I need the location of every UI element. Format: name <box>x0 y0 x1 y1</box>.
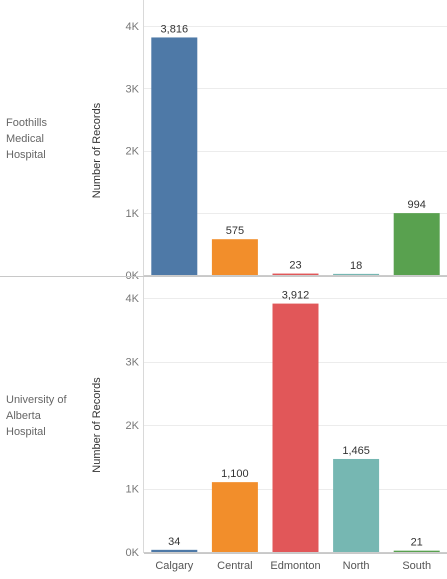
y-tick-label: 3K <box>126 83 140 95</box>
row-label: Hospital <box>6 426 46 438</box>
bar-value-label: 34 <box>168 536 180 548</box>
bar-south <box>393 213 440 275</box>
y-tick-label: 1K <box>126 208 140 220</box>
y-tick-label: 4K <box>126 21 140 33</box>
row-label: University of <box>6 394 67 406</box>
row-label: Alberta <box>6 410 42 422</box>
y-axis-title: Number of Records <box>91 102 103 198</box>
bar-central <box>211 239 258 275</box>
bar-north <box>333 273 380 275</box>
bar-edmonton <box>272 273 319 275</box>
bar-central <box>211 482 258 552</box>
y-tick-label: 3K <box>126 357 140 369</box>
row-label: Hospital <box>6 149 46 161</box>
bar-calgary <box>151 37 198 276</box>
row-label: Foothills <box>6 117 47 129</box>
bar-edmonton <box>272 303 319 552</box>
y-tick-label: 1K <box>126 484 140 496</box>
bar-value-label: 575 <box>226 225 244 237</box>
bar-value-label: 21 <box>411 537 423 549</box>
x-category-label: North <box>343 560 370 572</box>
bar-value-label: 1,465 <box>342 445 370 457</box>
y-axis-title: Number of Records <box>91 377 103 473</box>
bar-value-label: 3,816 <box>161 23 189 35</box>
y-tick-label: 0K <box>126 547 140 559</box>
bar-value-label: 23 <box>289 260 301 272</box>
bar-south <box>393 550 440 552</box>
bar-value-label: 994 <box>408 199 426 211</box>
bar-value-label: 18 <box>350 260 362 272</box>
x-category-label: Edmonton <box>270 560 320 572</box>
y-tick-label: 2K <box>126 146 140 158</box>
bar-value-label: 1,100 <box>221 468 249 480</box>
row-label: Medical <box>6 133 44 145</box>
y-tick-label: 2K <box>126 420 140 432</box>
x-category-label: Central <box>217 560 252 572</box>
bar-calgary <box>151 549 198 552</box>
x-category-label: Calgary <box>155 560 193 572</box>
x-category-label: South <box>402 560 431 572</box>
bar-value-label: 3,912 <box>282 290 310 302</box>
y-tick-label: 4K <box>126 293 140 305</box>
bar-north <box>333 458 380 552</box>
